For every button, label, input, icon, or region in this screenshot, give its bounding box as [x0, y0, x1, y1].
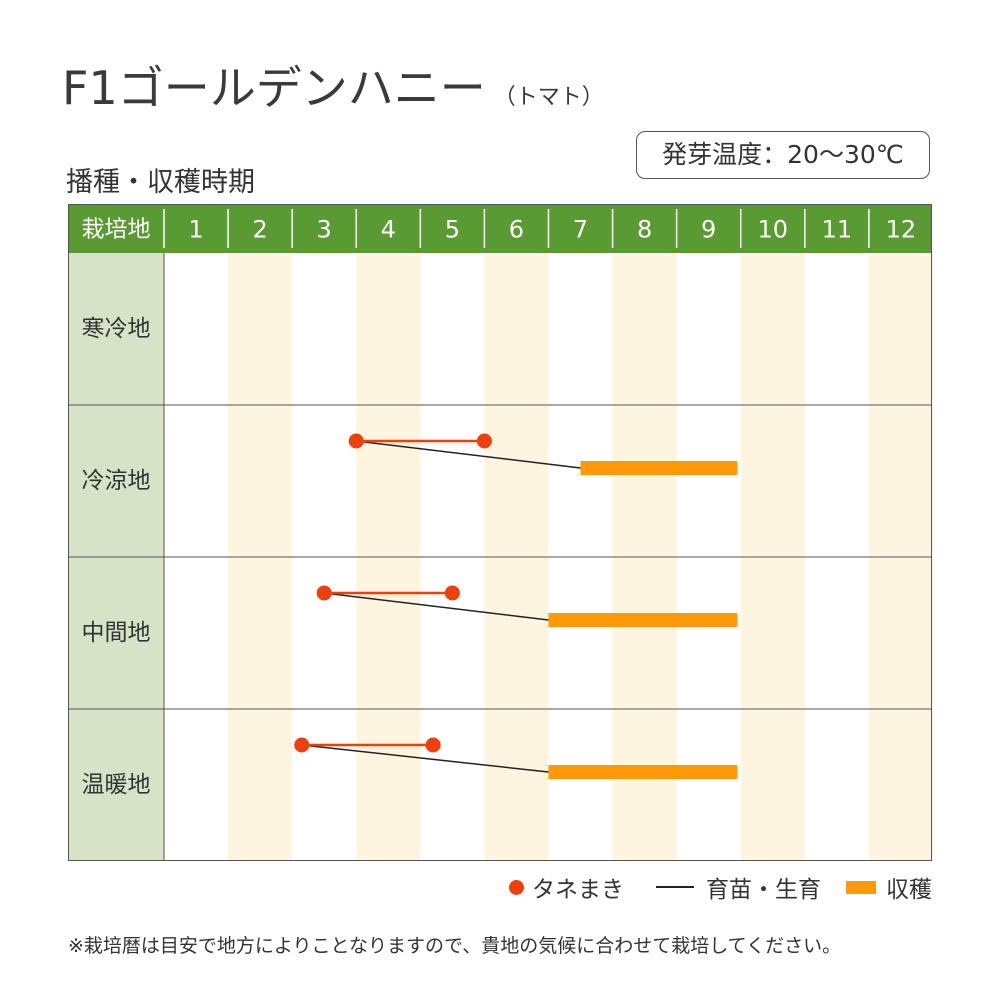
month-label-2: 2 — [252, 216, 267, 244]
legend-harvest: 収穫 — [846, 870, 932, 904]
sow-start-dot-4 — [294, 737, 310, 753]
month-label-12: 12 — [886, 216, 917, 244]
seedling-line-2 — [356, 440, 581, 469]
harvest-bar-3 — [548, 613, 738, 627]
month-label-11: 11 — [822, 216, 853, 244]
footnote: ※栽培暦は目安で地方によりことなりますので、貴地の気候に合わせて栽培してください… — [68, 935, 842, 957]
germination-temp-badge: 発芽温度：20～30℃ — [636, 131, 930, 179]
seedling-line-4 — [301, 744, 549, 773]
region-label-1: 寒冷地 — [82, 316, 151, 342]
sow-start-dot-3 — [316, 585, 332, 601]
sow-end-dot-3 — [444, 585, 460, 601]
header-label: 栽培地 — [82, 217, 151, 243]
harvest-bar-4 — [548, 765, 738, 779]
sow-end-dot-2 — [476, 433, 492, 449]
page-title: F1ゴールデンハニー （トマト） — [62, 52, 604, 118]
seedling-line-icon — [656, 885, 694, 889]
month-label-5: 5 — [445, 216, 460, 244]
month-label-4: 4 — [381, 216, 396, 244]
legend: タネまき 育苗・生育 収穫 — [0, 870, 1000, 904]
chart-frame — [68, 204, 932, 861]
harvest-bar-icon — [846, 880, 876, 894]
seedling-line-3 — [324, 592, 549, 621]
header-band — [68, 204, 932, 253]
legend-seedling: 育苗・生育 — [656, 870, 821, 904]
sow-end-dot-4 — [425, 737, 441, 753]
month-label-3: 3 — [317, 216, 332, 244]
legend-sow: タネまき — [509, 870, 624, 904]
month-label-9: 9 — [701, 216, 716, 244]
month-label-1: 1 — [188, 216, 203, 244]
sow-start-dot-2 — [348, 433, 364, 449]
legend-seedling-label: 育苗・生育 — [706, 877, 821, 903]
region-label-2: 冷涼地 — [82, 468, 151, 494]
month-label-8: 8 — [637, 216, 652, 244]
region-label-4: 温暖地 — [82, 772, 151, 798]
sow-dot-icon — [509, 879, 524, 895]
harvest-bar-2 — [580, 461, 738, 475]
product-type: （トマト） — [493, 85, 604, 110]
legend-sow-label: タネまき — [532, 877, 624, 903]
region-label-3: 中間地 — [82, 620, 151, 646]
product-name: F1ゴールデンハニー — [62, 61, 486, 115]
month-label-7: 7 — [573, 216, 588, 244]
legend-harvest-label: 収穫 — [886, 877, 932, 903]
month-label-10: 10 — [757, 216, 788, 244]
section-label: 播種・収穫時期 — [66, 167, 255, 198]
month-label-6: 6 — [509, 216, 524, 244]
